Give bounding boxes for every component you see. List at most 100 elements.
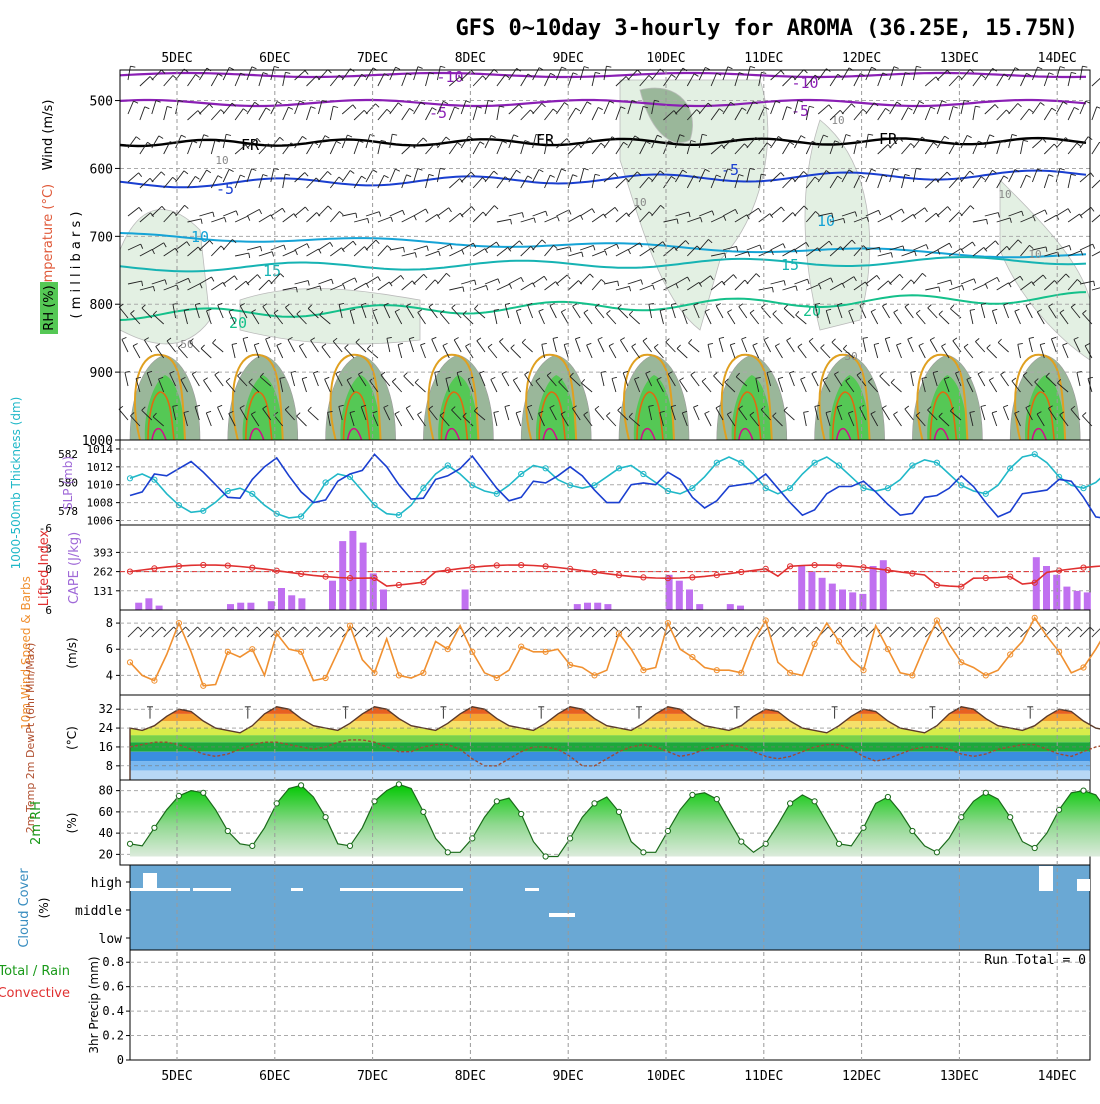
pressure-tick: 600 [90,162,113,177]
day-label-top: 11DEC [744,51,783,66]
day-label-top: 6DEC [259,51,290,66]
rh-marker [885,794,890,799]
cloud-block [130,888,190,891]
rh-marker [836,841,841,846]
rh-marker [396,782,401,787]
rh-axis-label: RH (%) [42,285,57,330]
day-label-bottom: 14DEC [1038,1069,1077,1084]
wind-barb-flag [705,67,710,69]
cape-bar [145,598,152,610]
rh-marker [250,843,255,848]
rh-marker [152,825,157,830]
cape-bar [849,592,856,610]
slp-tick: 1008 [87,497,114,510]
precip-tick: 0.6 [102,980,124,994]
cloud-block [193,888,231,891]
day-label-top: 5DEC [161,51,192,66]
wind-barb [1092,286,1100,290]
cape-bar [676,581,683,610]
cape-bar [339,541,346,610]
rh-contour-label: 10 [831,114,844,127]
temp-tick: 24 [99,721,113,735]
pressure-tick: 900 [90,366,113,381]
cloud-block [143,873,157,890]
day-label-bottom: 10DEC [646,1069,685,1084]
cape-bar [859,594,866,610]
cloud-unit-label: (%) [37,898,51,919]
cape-bar [268,601,275,610]
rh-marker [1008,815,1013,820]
rh-marker [616,809,621,814]
precip-total-label: Total / Rain [0,964,70,979]
wind-barb [1092,77,1100,87]
cape-bar [1063,587,1070,610]
rh-marker [641,850,646,855]
day-label-top: 10DEC [646,51,685,66]
cloud-block [525,888,539,891]
wind-barb-flag [916,66,921,67]
cloud-level-label: low [99,932,123,947]
cloud-block [549,913,575,917]
rh-marker [934,850,939,855]
wind-barb-flag [894,67,899,69]
cape-bar [298,598,305,610]
precip-tick: 0.4 [102,1004,124,1018]
slp-axis-label: SLP (mb) [61,456,75,510]
wind-barb [1092,249,1100,256]
cape-bar [1084,592,1091,610]
chart-title: GFS 0~10day 3-hourly for AROMA (36.25E, … [455,16,1078,41]
rh2m-axis-label: 2m RH [29,801,44,845]
cape-bar [247,603,254,610]
pressure-tick: 700 [90,230,113,245]
rh-shade-blob [240,288,420,344]
rh-contour-label: 10 [998,188,1011,201]
rh-marker [445,850,450,855]
rh-marker [739,839,744,844]
wind-barb-flag [584,67,589,69]
wind10-barb-flag [1090,627,1094,631]
rh-marker [421,809,426,814]
rh-marker [225,828,230,833]
upper-axis-labels: Wind (m/s) Temperature (°C) RH (%) ( m i… [40,100,84,334]
cloud-block [291,888,303,891]
slp-tick: 1012 [87,461,114,474]
cape-tick: 262 [93,566,113,579]
cape-bar [870,566,877,610]
rh2m-unit-label: (%) [65,813,79,834]
wind-barb-flag [274,66,279,67]
rh-contour-label: 10 [633,196,646,209]
wind10-tick: 6 [106,642,113,656]
rh-marker [788,801,793,806]
isotherm-label: FR [536,131,555,149]
precip-axis: 0.80.60.40.20 [102,955,130,1067]
slp-tick: 1006 [87,515,114,528]
lifted-index-axis-label: Lifted Index [37,529,52,606]
cape-axis-label: CAPE (J/kg) [67,532,82,604]
wind-barb [1092,213,1100,222]
rh-tick: 40 [99,826,113,840]
cape-bar [156,606,163,610]
rh-marker [347,843,352,848]
cape-bar [594,603,601,610]
wind-axis-label: Wind (m/s) [41,100,56,171]
wind-barb-flag [1060,67,1065,69]
cape-tick: 393 [93,546,113,559]
cloud-block [1039,866,1053,891]
wind-barb-flag [728,67,733,69]
rh-marker [299,783,304,788]
rh-marker [543,854,548,859]
wind-barb-flag [252,67,257,69]
day-label-top: 14DEC [1038,51,1077,66]
wind10-unit-label: (m/s) [65,637,79,668]
pressure-tick: 500 [90,95,113,110]
temp2m-unit-label: (°C) [65,726,79,750]
temp-band [125,728,1090,735]
wind-barb [1092,142,1100,154]
cloud-block [1077,879,1090,891]
temp-band [125,771,1090,780]
